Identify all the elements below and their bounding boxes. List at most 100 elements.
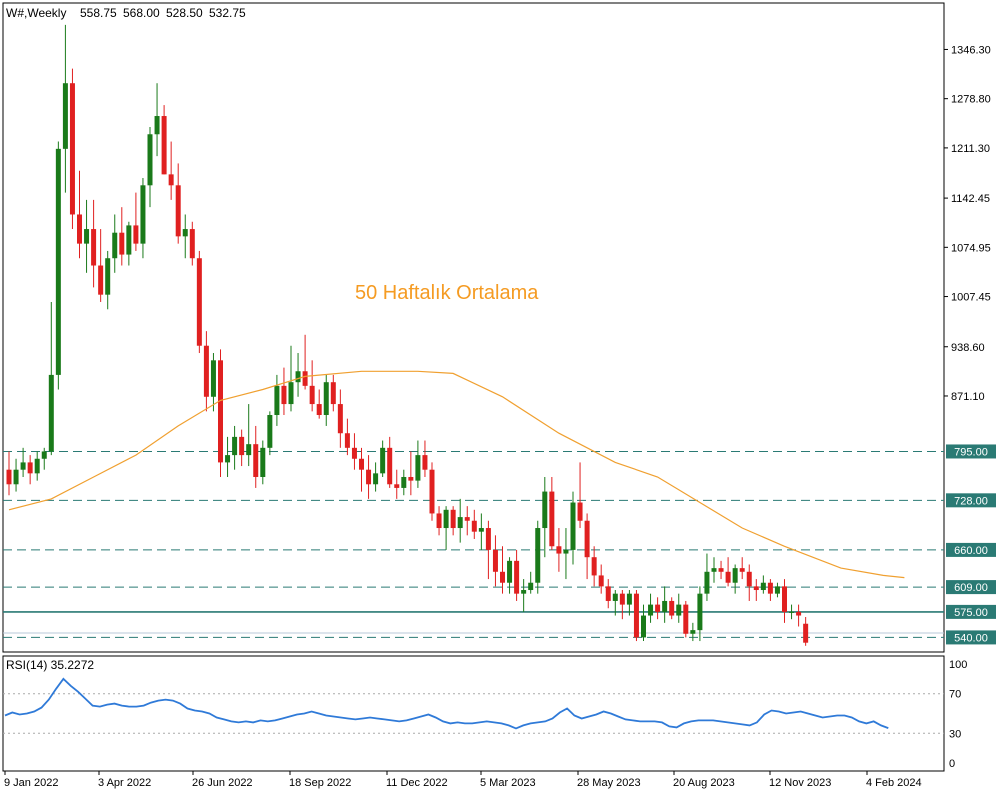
candle-53 (380, 440, 386, 477)
candle-68 (485, 520, 491, 580)
candle-42 (302, 334, 308, 390)
candle-31 (225, 436, 231, 477)
candle-body (281, 385, 287, 405)
candle-body (549, 491, 555, 547)
candle-13 (98, 229, 104, 302)
candle-body (669, 600, 675, 616)
candle-56 (401, 469, 407, 496)
candle-106 (753, 579, 759, 601)
candle-body (55, 148, 61, 375)
candle-body (69, 83, 75, 215)
candle-10 (77, 170, 82, 259)
y-tick-label-6: 938.60 (951, 342, 985, 354)
candle-71 (507, 557, 513, 594)
candle-body (210, 360, 216, 397)
candle-body (507, 560, 513, 583)
candle-body (584, 520, 590, 558)
candle-body (6, 469, 12, 485)
candle-85 (605, 579, 611, 609)
candle-body (182, 229, 188, 237)
candle-body (415, 455, 421, 481)
candle-body (767, 582, 773, 594)
candle-body (366, 469, 372, 485)
candle-body (239, 436, 245, 456)
y-tick-label-7: 871.10 (951, 391, 985, 403)
ma-annotation: 50 Haftalık Ortalama (355, 282, 539, 304)
candle-75 (535, 520, 541, 594)
candle-108 (767, 579, 773, 601)
candle-65 (464, 506, 470, 536)
candle-body (196, 258, 202, 346)
candle-body (464, 517, 470, 521)
level-label-3: 609.00 (954, 582, 988, 594)
ohlc-low: 528.50 (166, 6, 203, 20)
candle-1 (13, 458, 19, 492)
candle-body (471, 520, 477, 532)
candle-body (112, 232, 118, 259)
candle-12 (91, 199, 97, 288)
candle-36 (260, 440, 266, 485)
x-tick-label-6: 28 May 2023 (577, 777, 641, 789)
candle-35 (253, 425, 259, 488)
rsi-panel-frame (2, 655, 945, 772)
rsi-panel (3, 677, 944, 734)
candle-body (422, 455, 428, 470)
candle-63 (450, 506, 456, 536)
candle-body (605, 586, 611, 601)
candle-body (316, 404, 322, 416)
candle-11 (84, 199, 90, 273)
level-tag-0 (946, 444, 996, 459)
candle-body (591, 557, 597, 576)
candle-24 (175, 163, 181, 244)
rsi-tick-label-2: 30 (949, 728, 961, 740)
level-label-0: 795.00 (954, 446, 988, 458)
candle-body (154, 116, 160, 135)
ohlc-open: 558.75 (80, 6, 117, 20)
candle-body (500, 571, 505, 583)
candle-77 (549, 476, 555, 550)
candle-body (387, 447, 393, 485)
candle-45 (323, 374, 329, 426)
candle-body (344, 433, 350, 448)
candle-30 (218, 349, 223, 477)
ohlc-close: 532.75 (209, 6, 246, 20)
candle-27 (196, 250, 202, 354)
candle-body (225, 455, 231, 463)
x-tick-label-5: 5 Mar 2023 (480, 777, 536, 789)
candle-body (648, 604, 654, 616)
candle-body (676, 604, 682, 616)
candle-body (189, 229, 195, 259)
candle-body (323, 382, 329, 416)
candle-body (612, 593, 618, 601)
candle-37 (267, 411, 273, 456)
candle-body (619, 593, 625, 605)
candle-body (570, 502, 576, 550)
candle-body (577, 502, 583, 521)
candle-54 (387, 436, 393, 488)
candle-82 (584, 513, 590, 580)
candle-19 (140, 178, 146, 259)
candle-40 (288, 345, 294, 412)
candle-body (246, 444, 252, 456)
candle-101 (718, 560, 724, 580)
candle-83 (591, 546, 597, 587)
candle-body (485, 528, 491, 550)
candle-49 (351, 433, 357, 470)
candle-28 (203, 331, 209, 412)
candle-43 (309, 360, 315, 412)
candle-body (528, 582, 534, 591)
y-tick-label-5: 1007.45 (951, 292, 991, 304)
candle-body (782, 586, 787, 612)
candle-105 (746, 564, 752, 601)
candle-body (274, 385, 280, 416)
candle-body (91, 229, 97, 266)
candle-body (161, 116, 167, 175)
candle-112 (796, 604, 802, 627)
candle-body (119, 232, 125, 255)
candle-body (725, 571, 731, 583)
candle-body (267, 415, 273, 448)
level-tag-5 (946, 630, 996, 645)
axes: 1346.30 1278.80 1211.30 1142.45 1074.95 1007.… (4, 44, 991, 789)
candle-89 (633, 590, 639, 642)
